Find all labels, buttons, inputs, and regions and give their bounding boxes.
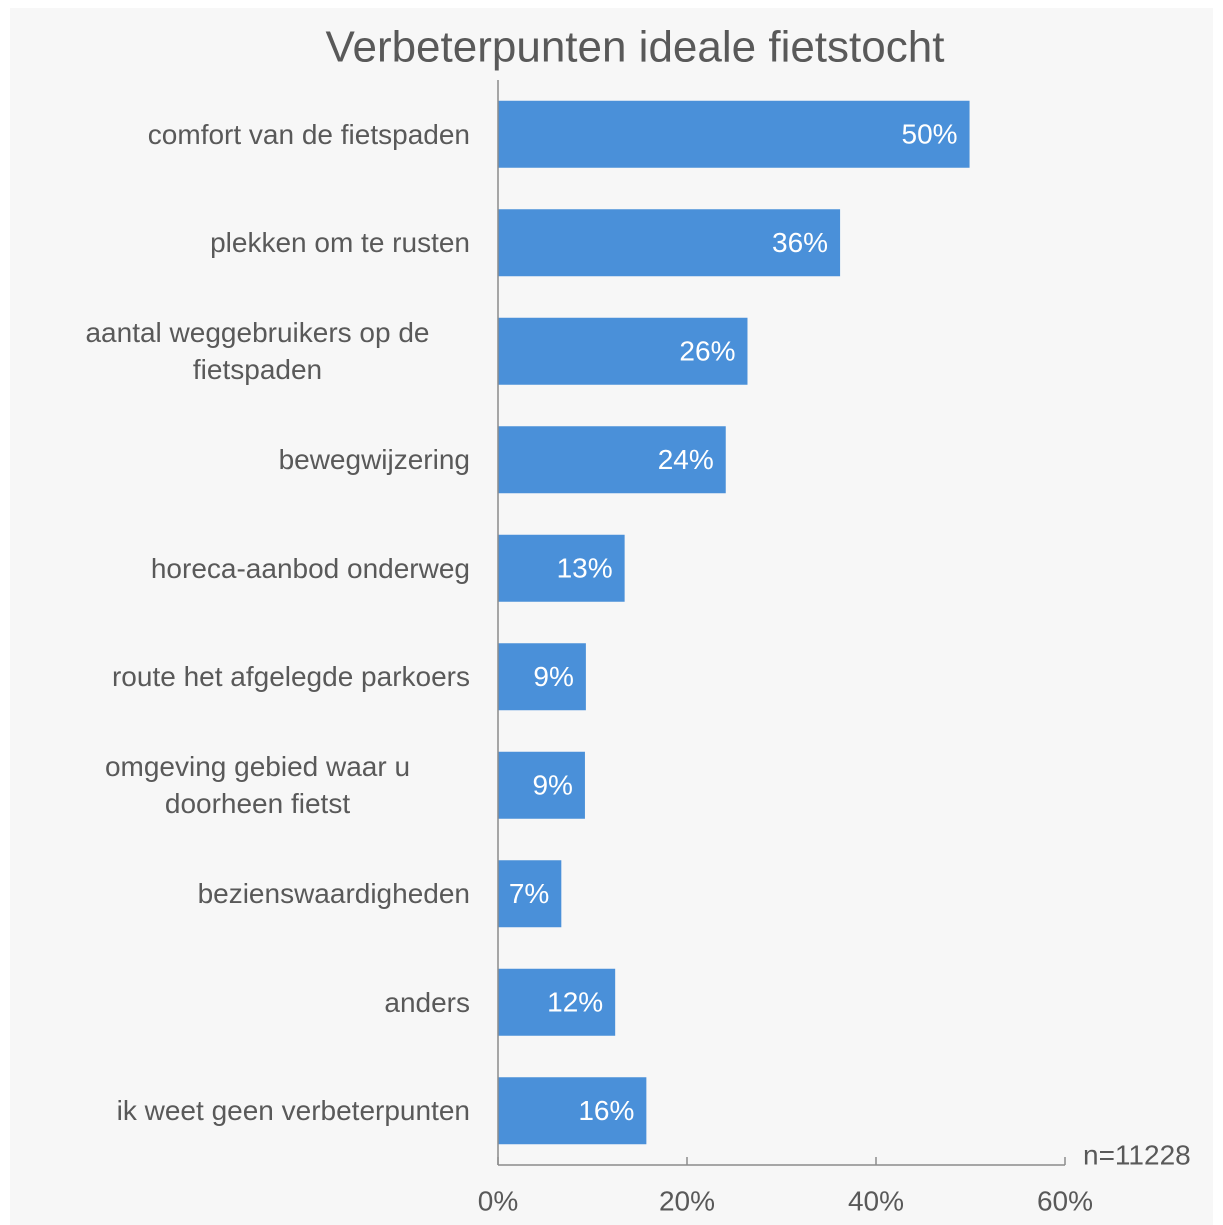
value-label: 9% bbox=[532, 770, 572, 801]
x-tick-label: 60% bbox=[1037, 1185, 1093, 1216]
bar bbox=[498, 534, 625, 602]
bar bbox=[498, 643, 586, 711]
y-tick-label: horeca-aanbod onderweg bbox=[150, 552, 470, 584]
value-label: 12% bbox=[547, 987, 603, 1018]
bar bbox=[498, 860, 562, 928]
category-label-box: route het afgelegde parkoers bbox=[10, 627, 470, 727]
value-label: 16% bbox=[578, 1095, 634, 1126]
y-tick-label: route het afgelegde parkoers bbox=[111, 661, 470, 693]
bar bbox=[498, 100, 970, 168]
category-label-box: ik weet geen verbeterpunten bbox=[10, 1061, 470, 1161]
y-tick-label: aantal weggebruikers op de fietspaden bbox=[85, 317, 430, 386]
category-label-box: bewegwijzering bbox=[10, 410, 470, 510]
bar bbox=[498, 1077, 647, 1145]
y-tick-label: anders bbox=[384, 986, 470, 1018]
category-label-box: bezienswaardigheden bbox=[10, 844, 470, 944]
value-label: 9% bbox=[533, 661, 573, 692]
chart-title: Verbeterpunten ideale fietstocht bbox=[326, 23, 945, 72]
value-label: 26% bbox=[679, 336, 735, 367]
bar bbox=[498, 968, 616, 1036]
annotation: n=11228 bbox=[1083, 1139, 1191, 1170]
category-label-box: anders bbox=[10, 952, 470, 1052]
y-tick-label: omgeving gebied waar u doorheen fietst bbox=[104, 751, 411, 820]
category-label-box: plekken om te rusten bbox=[10, 193, 470, 293]
y-tick-label: ik weet geen verbeterpunten bbox=[116, 1095, 470, 1127]
y-tick-label: bezienswaardigheden bbox=[197, 878, 470, 910]
x-tick-label: 20% bbox=[659, 1185, 715, 1216]
value-label: 13% bbox=[557, 553, 613, 584]
category-label-box: aantal weggebruikers op de fietspaden bbox=[10, 301, 470, 401]
value-label: 36% bbox=[772, 227, 828, 258]
y-tick-label: plekken om te rusten bbox=[210, 227, 470, 259]
bar bbox=[498, 751, 585, 819]
category-label-box: comfort van de fietspaden bbox=[10, 84, 470, 184]
y-tick-label: comfort van de fietspaden bbox=[147, 118, 470, 150]
x-tick-label: 0% bbox=[478, 1185, 518, 1216]
value-label: 50% bbox=[902, 119, 958, 150]
category-label-box: horeca-aanbod onderweg bbox=[10, 518, 470, 618]
bar bbox=[498, 317, 748, 385]
x-tick-label: 40% bbox=[848, 1185, 904, 1216]
y-tick-label: bewegwijzering bbox=[278, 444, 470, 476]
value-label: 24% bbox=[658, 444, 714, 475]
category-label-box: omgeving gebied waar u doorheen fietst bbox=[10, 735, 470, 835]
bar bbox=[498, 426, 726, 494]
bar bbox=[498, 209, 841, 277]
value-label: 7% bbox=[509, 878, 549, 909]
